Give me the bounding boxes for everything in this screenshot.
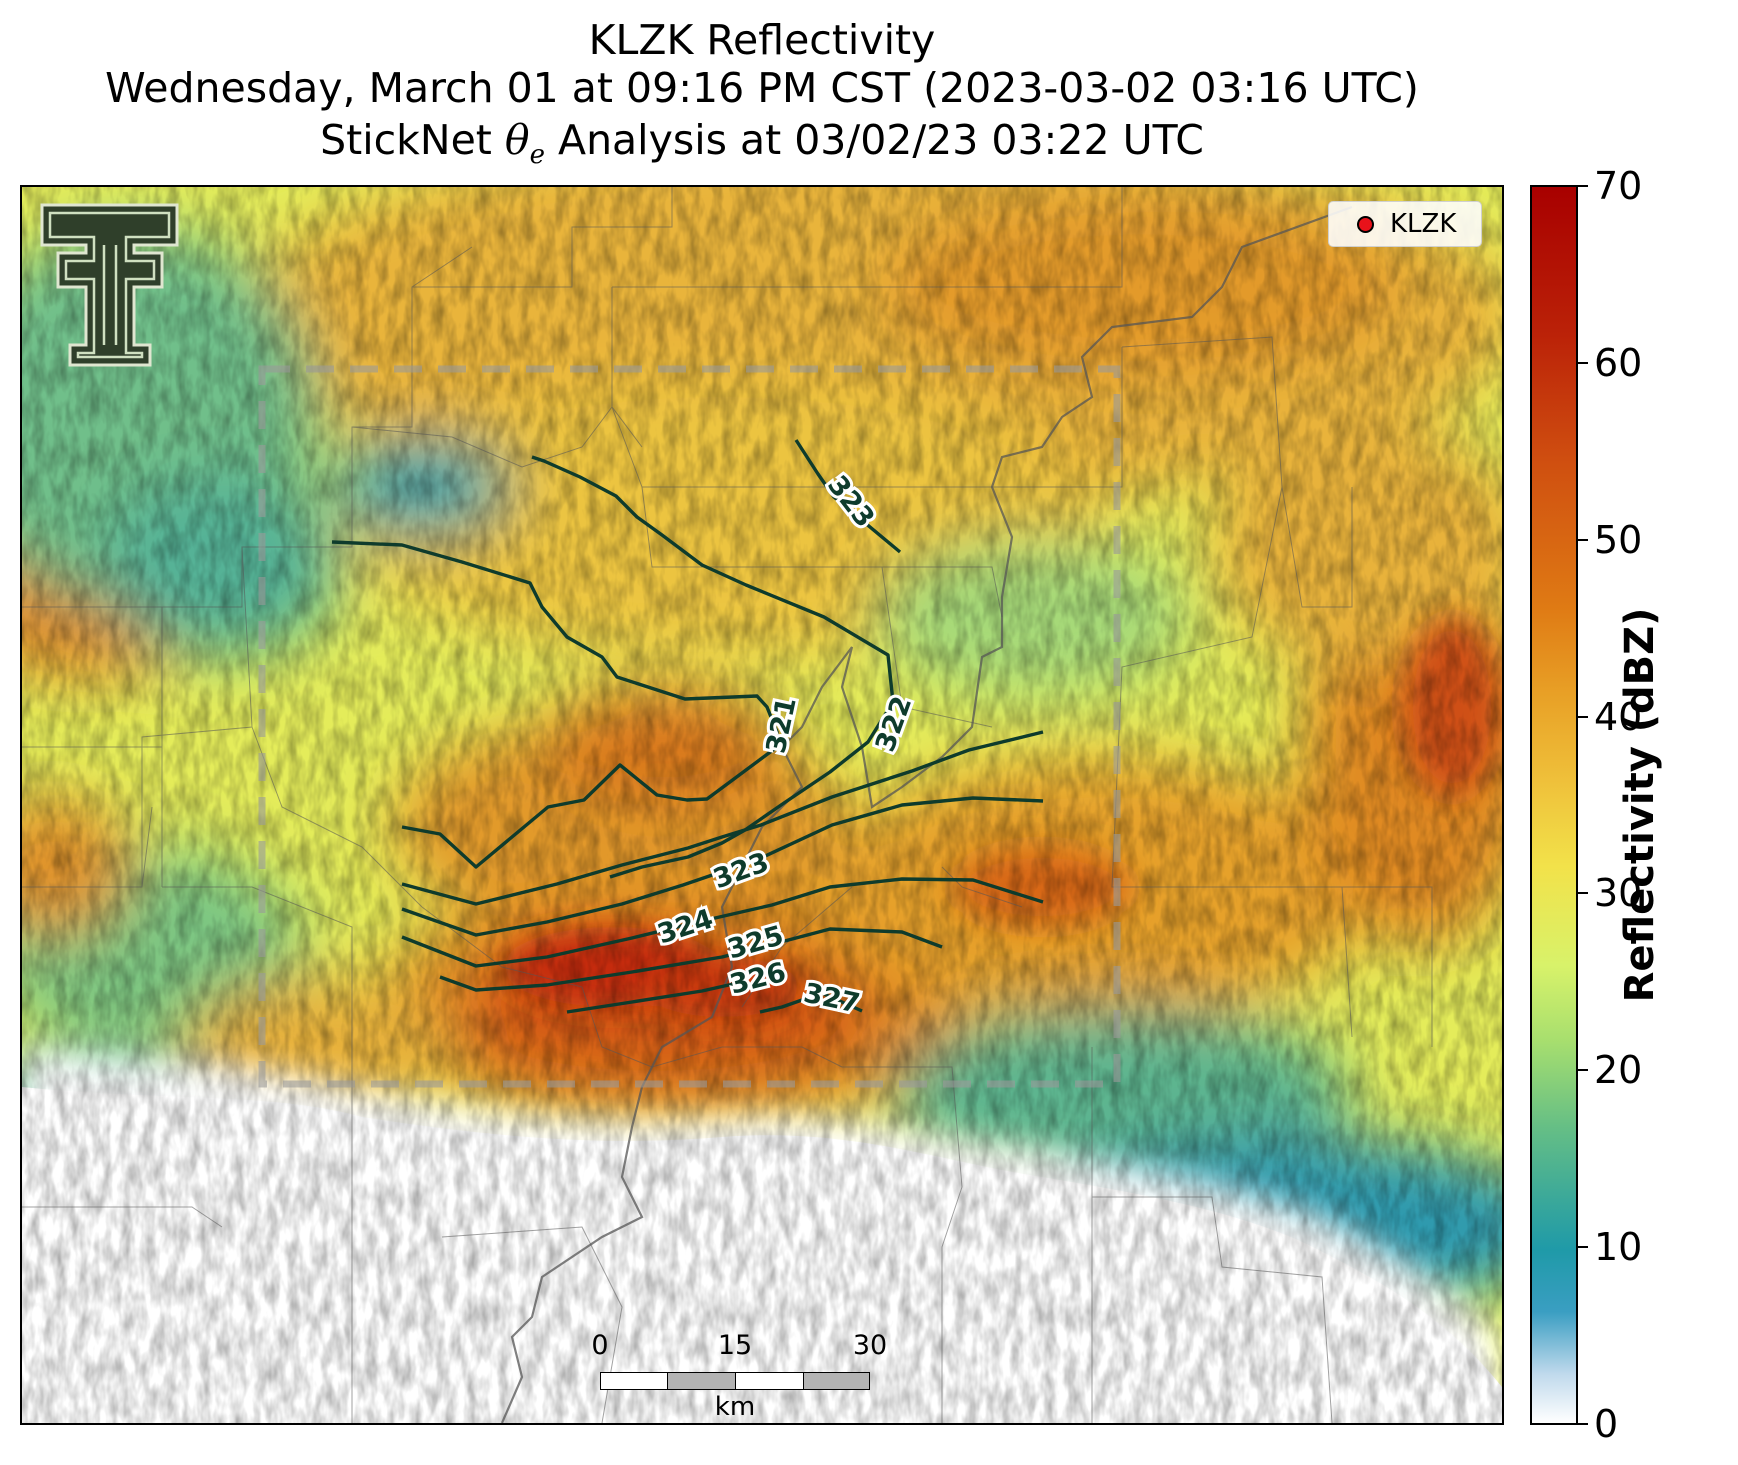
- title-line-1: KLZK Reflectivity: [588, 16, 936, 64]
- contour-321: [331, 540, 779, 869]
- theta-e-contours: [331, 439, 1044, 1014]
- colorbar-tick: [1578, 185, 1588, 187]
- colorbar-label-30: 30: [1594, 871, 1643, 915]
- scale-tick-15: 15: [717, 1330, 753, 1361]
- theta-symbol: θe: [504, 116, 545, 171]
- map-legend: KLZK: [1328, 201, 1482, 247]
- colorbar-tick: [1578, 1246, 1588, 1248]
- title-line-2: Wednesday, March 01 at 09:16 PM CST (202…: [105, 64, 1419, 112]
- scale-unit: km: [714, 1392, 756, 1422]
- colorbar-title: Reflectivity (dBZ): [1617, 607, 1663, 1003]
- scale-tick-0: 0: [591, 1330, 609, 1361]
- colorbar-tick: [1578, 1069, 1588, 1071]
- texas-tech-logo: [40, 203, 179, 367]
- contour-326: [439, 927, 943, 992]
- colorbar-label-0: 0: [1594, 1402, 1619, 1446]
- colorbar-label-60: 60: [1594, 341, 1643, 385]
- colorbar-tick: [1578, 539, 1588, 541]
- analysis-domain-box: [258, 365, 1121, 1088]
- klzk-marker-icon: [1357, 215, 1374, 233]
- contour-323b: [401, 730, 1044, 906]
- scale-seg-4: [803, 1372, 870, 1390]
- scale-seg-2: [667, 1372, 736, 1390]
- scale-tick-30: 30: [852, 1330, 888, 1361]
- contour-327: [759, 991, 863, 1014]
- state-border-river: [500, 205, 1353, 1423]
- scale-seg-3: [735, 1372, 804, 1390]
- scale-seg-1: [600, 1372, 668, 1390]
- colorbar-tick: [1578, 716, 1588, 718]
- contour-323a: [794, 439, 902, 554]
- colorbar-label-50: 50: [1594, 518, 1643, 562]
- contour-325: [401, 877, 1044, 968]
- colorbar-label-10: 10: [1594, 1225, 1643, 1269]
- title-line-3-prefix: StickNet: [320, 116, 505, 164]
- contour-326b: [566, 980, 743, 1014]
- title-line-3: StickNet θe Analysis at 03/02/23 03:22 U…: [20, 116, 1504, 179]
- colorbar-label-40: 40: [1594, 695, 1643, 739]
- contour-324: [401, 796, 1044, 937]
- county-borders: [22, 187, 1433, 1423]
- contour-322: [531, 455, 895, 879]
- scale-bar: 0 15 30 km: [591, 1330, 930, 1422]
- colorbar-tick: [1578, 892, 1588, 894]
- colorbar-tick: [1578, 362, 1588, 364]
- colorbar: [1530, 185, 1578, 1425]
- title-line-3-suffix: Analysis at 03/02/23 03:22 UTC: [544, 116, 1204, 164]
- legend-label: KLZK: [1390, 209, 1457, 239]
- colorbar-label-70: 70: [1594, 164, 1643, 208]
- colorbar-tick: [1578, 1423, 1588, 1425]
- colorbar-label-20: 20: [1594, 1048, 1643, 1092]
- radar-map[interactable]: 321 322 323 323 324 325 326 327: [20, 185, 1504, 1425]
